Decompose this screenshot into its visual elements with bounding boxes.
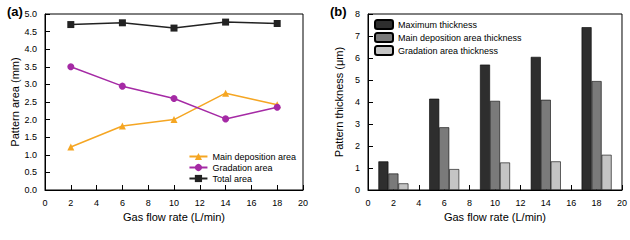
- svg-text:1.5: 1.5: [24, 132, 37, 142]
- svg-text:Main deposition area: Main deposition area: [212, 152, 296, 162]
- svg-text:Maximum thickness: Maximum thickness: [398, 20, 478, 30]
- svg-text:0: 0: [42, 198, 47, 208]
- svg-text:10: 10: [169, 198, 179, 208]
- svg-text:2.5: 2.5: [24, 97, 37, 107]
- svg-text:8: 8: [355, 9, 360, 19]
- svg-text:4: 4: [416, 198, 421, 208]
- svg-text:14: 14: [541, 198, 551, 208]
- svg-text:7: 7: [355, 31, 360, 41]
- svg-text:2: 2: [68, 198, 73, 208]
- svg-text:6: 6: [355, 53, 360, 63]
- svg-text:20: 20: [298, 198, 308, 208]
- svg-text:Pattern thickness (μm): Pattern thickness (μm): [333, 47, 345, 157]
- svg-text:12: 12: [515, 198, 525, 208]
- svg-text:Gradation area thickness: Gradation area thickness: [398, 46, 499, 56]
- svg-text:Gas flow rate (L/min): Gas flow rate (L/min): [123, 211, 225, 223]
- svg-text:2: 2: [355, 141, 360, 151]
- svg-text:4: 4: [355, 97, 360, 107]
- svg-text:0: 0: [355, 185, 360, 195]
- svg-text:16: 16: [246, 198, 256, 208]
- svg-text:4.0: 4.0: [24, 44, 37, 54]
- svg-text:Pattern area (mm): Pattern area (mm): [9, 57, 21, 146]
- svg-text:1: 1: [355, 163, 360, 173]
- svg-text:3: 3: [355, 119, 360, 129]
- svg-text:2: 2: [391, 198, 396, 208]
- svg-text:16: 16: [566, 198, 576, 208]
- svg-text:3.0: 3.0: [24, 79, 37, 89]
- svg-text:0.0: 0.0: [24, 185, 37, 195]
- svg-text:Main deposition area thickness: Main deposition area thickness: [398, 33, 522, 43]
- svg-text:0.5: 0.5: [24, 167, 37, 177]
- svg-text:Total area: Total area: [212, 174, 252, 184]
- svg-text:2.0: 2.0: [24, 115, 37, 125]
- svg-text:Gas flow rate (L/min): Gas flow rate (L/min): [444, 211, 546, 223]
- svg-text:(b): (b): [330, 4, 347, 19]
- svg-text:0: 0: [365, 198, 370, 208]
- svg-text:14: 14: [221, 198, 231, 208]
- svg-text:10: 10: [490, 198, 500, 208]
- svg-text:3.5: 3.5: [24, 62, 37, 72]
- svg-text:5.0: 5.0: [24, 9, 37, 19]
- svg-text:8: 8: [467, 198, 472, 208]
- svg-text:6: 6: [442, 198, 447, 208]
- svg-text:6: 6: [120, 198, 125, 208]
- svg-text:5: 5: [355, 75, 360, 85]
- svg-text:20: 20: [617, 198, 627, 208]
- svg-text:8: 8: [146, 198, 151, 208]
- svg-text:4: 4: [94, 198, 99, 208]
- svg-text:12: 12: [195, 198, 205, 208]
- svg-text:18: 18: [272, 198, 282, 208]
- svg-text:18: 18: [592, 198, 602, 208]
- svg-text:(a): (a): [7, 4, 23, 19]
- svg-text:Gradation area: Gradation area: [212, 163, 272, 173]
- svg-text:4.5: 4.5: [24, 27, 37, 37]
- svg-text:1.0: 1.0: [24, 150, 37, 160]
